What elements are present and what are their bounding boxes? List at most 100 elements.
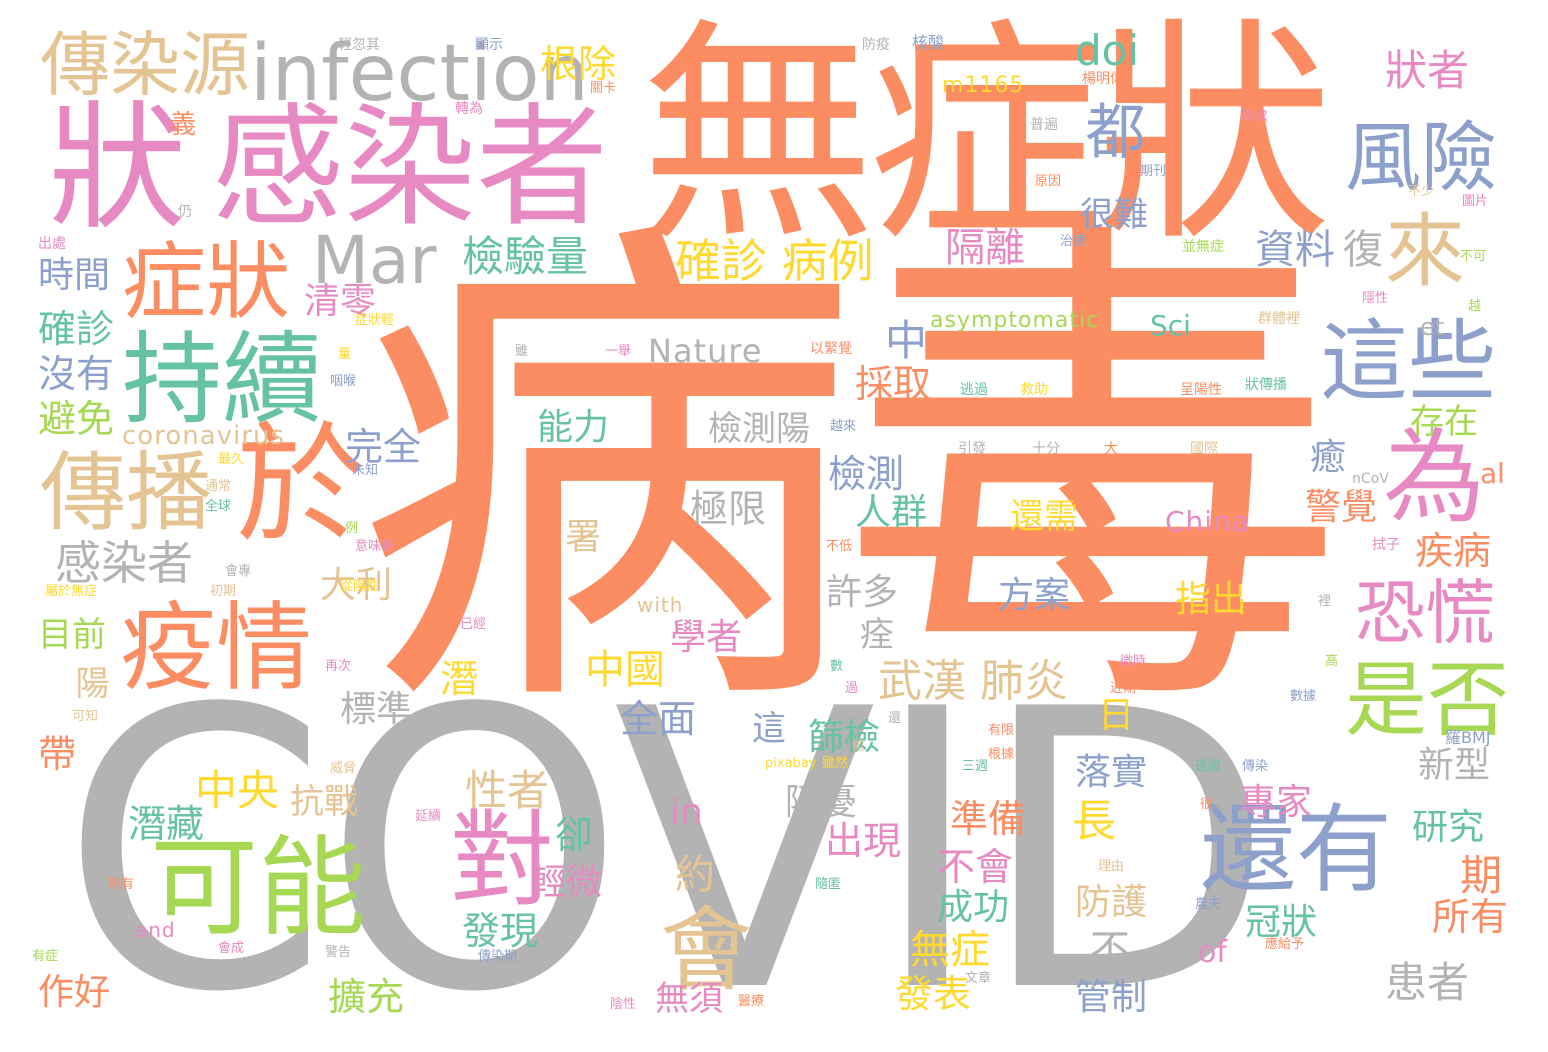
small-word: 國際	[1190, 441, 1218, 457]
word-test: 檢測	[828, 452, 905, 496]
word-current: 目前	[38, 615, 106, 655]
small-word: 會成	[218, 941, 245, 956]
small-word: 不低	[826, 539, 853, 554]
small-word: 延續	[415, 809, 442, 824]
small-word: 楊明偉	[1082, 71, 1124, 87]
word-clear: 清零	[304, 281, 377, 322]
word-al: al	[1480, 457, 1505, 490]
word-zhi: 痊	[860, 615, 894, 655]
word-day: 日	[1098, 695, 1135, 736]
word-still: 還有	[1200, 794, 1392, 906]
word-wei: 為	[1383, 419, 1485, 538]
small-word: 未知	[352, 463, 379, 478]
word-data: 資料	[1255, 227, 1335, 273]
small-word: 全球	[205, 499, 232, 514]
word-whether: 是否	[1345, 653, 1510, 748]
small-word: 理由	[1098, 859, 1125, 874]
word-confirmed: 確診	[38, 307, 115, 351]
word-plan: 方案	[998, 575, 1071, 616]
word-time: 時間	[38, 255, 111, 296]
word-yet: 卻	[555, 813, 594, 857]
small-word: 過	[845, 681, 859, 696]
word-control: 管制	[1075, 977, 1148, 1018]
small-word: 雖	[515, 344, 529, 359]
small-word: 近期	[1110, 681, 1137, 696]
word-isolation: 隔離	[945, 225, 1025, 271]
small-word: 群體裡	[1258, 311, 1300, 327]
word-no-need: 無須	[655, 979, 723, 1019]
word-many: 許多	[826, 572, 899, 613]
small-word: 數	[830, 659, 844, 674]
word-doi: doi	[1075, 26, 1140, 75]
small-word: 現有	[108, 877, 135, 892]
small-word: 普遍	[1030, 117, 1058, 133]
word-come: 來	[1385, 205, 1465, 298]
word-risk: 風險	[1345, 113, 1497, 202]
small-word: 例	[345, 521, 359, 536]
small-word: 量	[338, 347, 352, 362]
word-nature: Nature	[648, 332, 763, 370]
small-word: 隨匿	[815, 877, 842, 892]
word-m1165: m1165	[942, 73, 1025, 98]
word-ability: 能力	[537, 407, 610, 448]
small-word: 農夫	[1195, 897, 1222, 912]
word-discover: 發現	[462, 909, 539, 953]
small-word: 從陽性	[340, 579, 380, 594]
small-word: 最久	[218, 452, 245, 467]
word-publish: 發表	[895, 972, 972, 1016]
word-infected-small: 感染者	[55, 536, 193, 590]
word-bmj: 羅BMJ	[1445, 728, 1491, 747]
word-infected: 感染者	[212, 91, 608, 245]
word-yi: 義	[170, 110, 197, 140]
word-confirmed-cases: 確診 病例	[675, 234, 874, 288]
small-word: 不少	[1408, 184, 1435, 199]
word-period: 期	[1460, 851, 1503, 900]
small-word: 大	[1104, 441, 1118, 457]
word-positive-holder: 性者	[465, 766, 550, 815]
word-asymptomatic-en: asymptomatic	[930, 308, 1100, 333]
word-virus: 病毒	[355, 183, 1345, 771]
word-dai: 帶	[38, 732, 77, 776]
small-word: 越	[1468, 299, 1482, 314]
small-word: 雖然	[822, 756, 849, 771]
small-word: 引發	[958, 441, 986, 457]
small-word: 文章	[965, 971, 992, 986]
small-word: 警告	[325, 945, 352, 960]
word-yu: 於	[236, 409, 367, 561]
word-success: 成功	[937, 887, 1010, 928]
word-mild: 輕微	[530, 862, 603, 903]
small-word: 並無症	[1182, 239, 1224, 255]
word-covid: COVID	[60, 628, 1274, 1052]
word-expert: 專家	[1240, 782, 1313, 823]
word-recover: 復	[1343, 227, 1383, 273]
word-latent: 潛藏	[128, 802, 205, 846]
word-protection: 防護	[1075, 882, 1148, 923]
small-word: 根據	[988, 747, 1015, 762]
word-bu: 不	[1090, 927, 1130, 973]
small-word: 拭子	[1372, 537, 1400, 553]
word-standard: 標準	[340, 689, 413, 730]
small-word: 十分	[1032, 441, 1060, 457]
small-word: 症狀輕	[355, 313, 395, 328]
word-epidemic: 疫情	[120, 592, 312, 704]
word-italy: 大利	[320, 565, 393, 606]
small-word: 有限	[988, 723, 1015, 738]
word-long: 長	[1072, 796, 1116, 847]
small-word: 隱性	[1362, 291, 1389, 306]
small-word: 意味著	[355, 539, 395, 554]
small-word: 圖片	[1462, 194, 1489, 209]
small-word: 透過	[1195, 759, 1222, 774]
word-panic: 恐慌	[1355, 572, 1495, 654]
small-word: 治療	[1060, 234, 1087, 249]
word-all-of: 所有	[1432, 895, 1509, 939]
small-word: 醫療	[738, 994, 765, 1009]
word-hui: 會	[660, 897, 753, 1004]
word-mar: Mar	[312, 222, 437, 299]
small-word: 初期	[210, 584, 237, 599]
word-with: with	[637, 593, 684, 617]
word-exist: 存在	[1410, 402, 1478, 442]
word-expand: 擴充	[328, 975, 405, 1019]
word-source: 傳染源	[40, 24, 250, 106]
word-research: 研究	[1412, 807, 1485, 848]
